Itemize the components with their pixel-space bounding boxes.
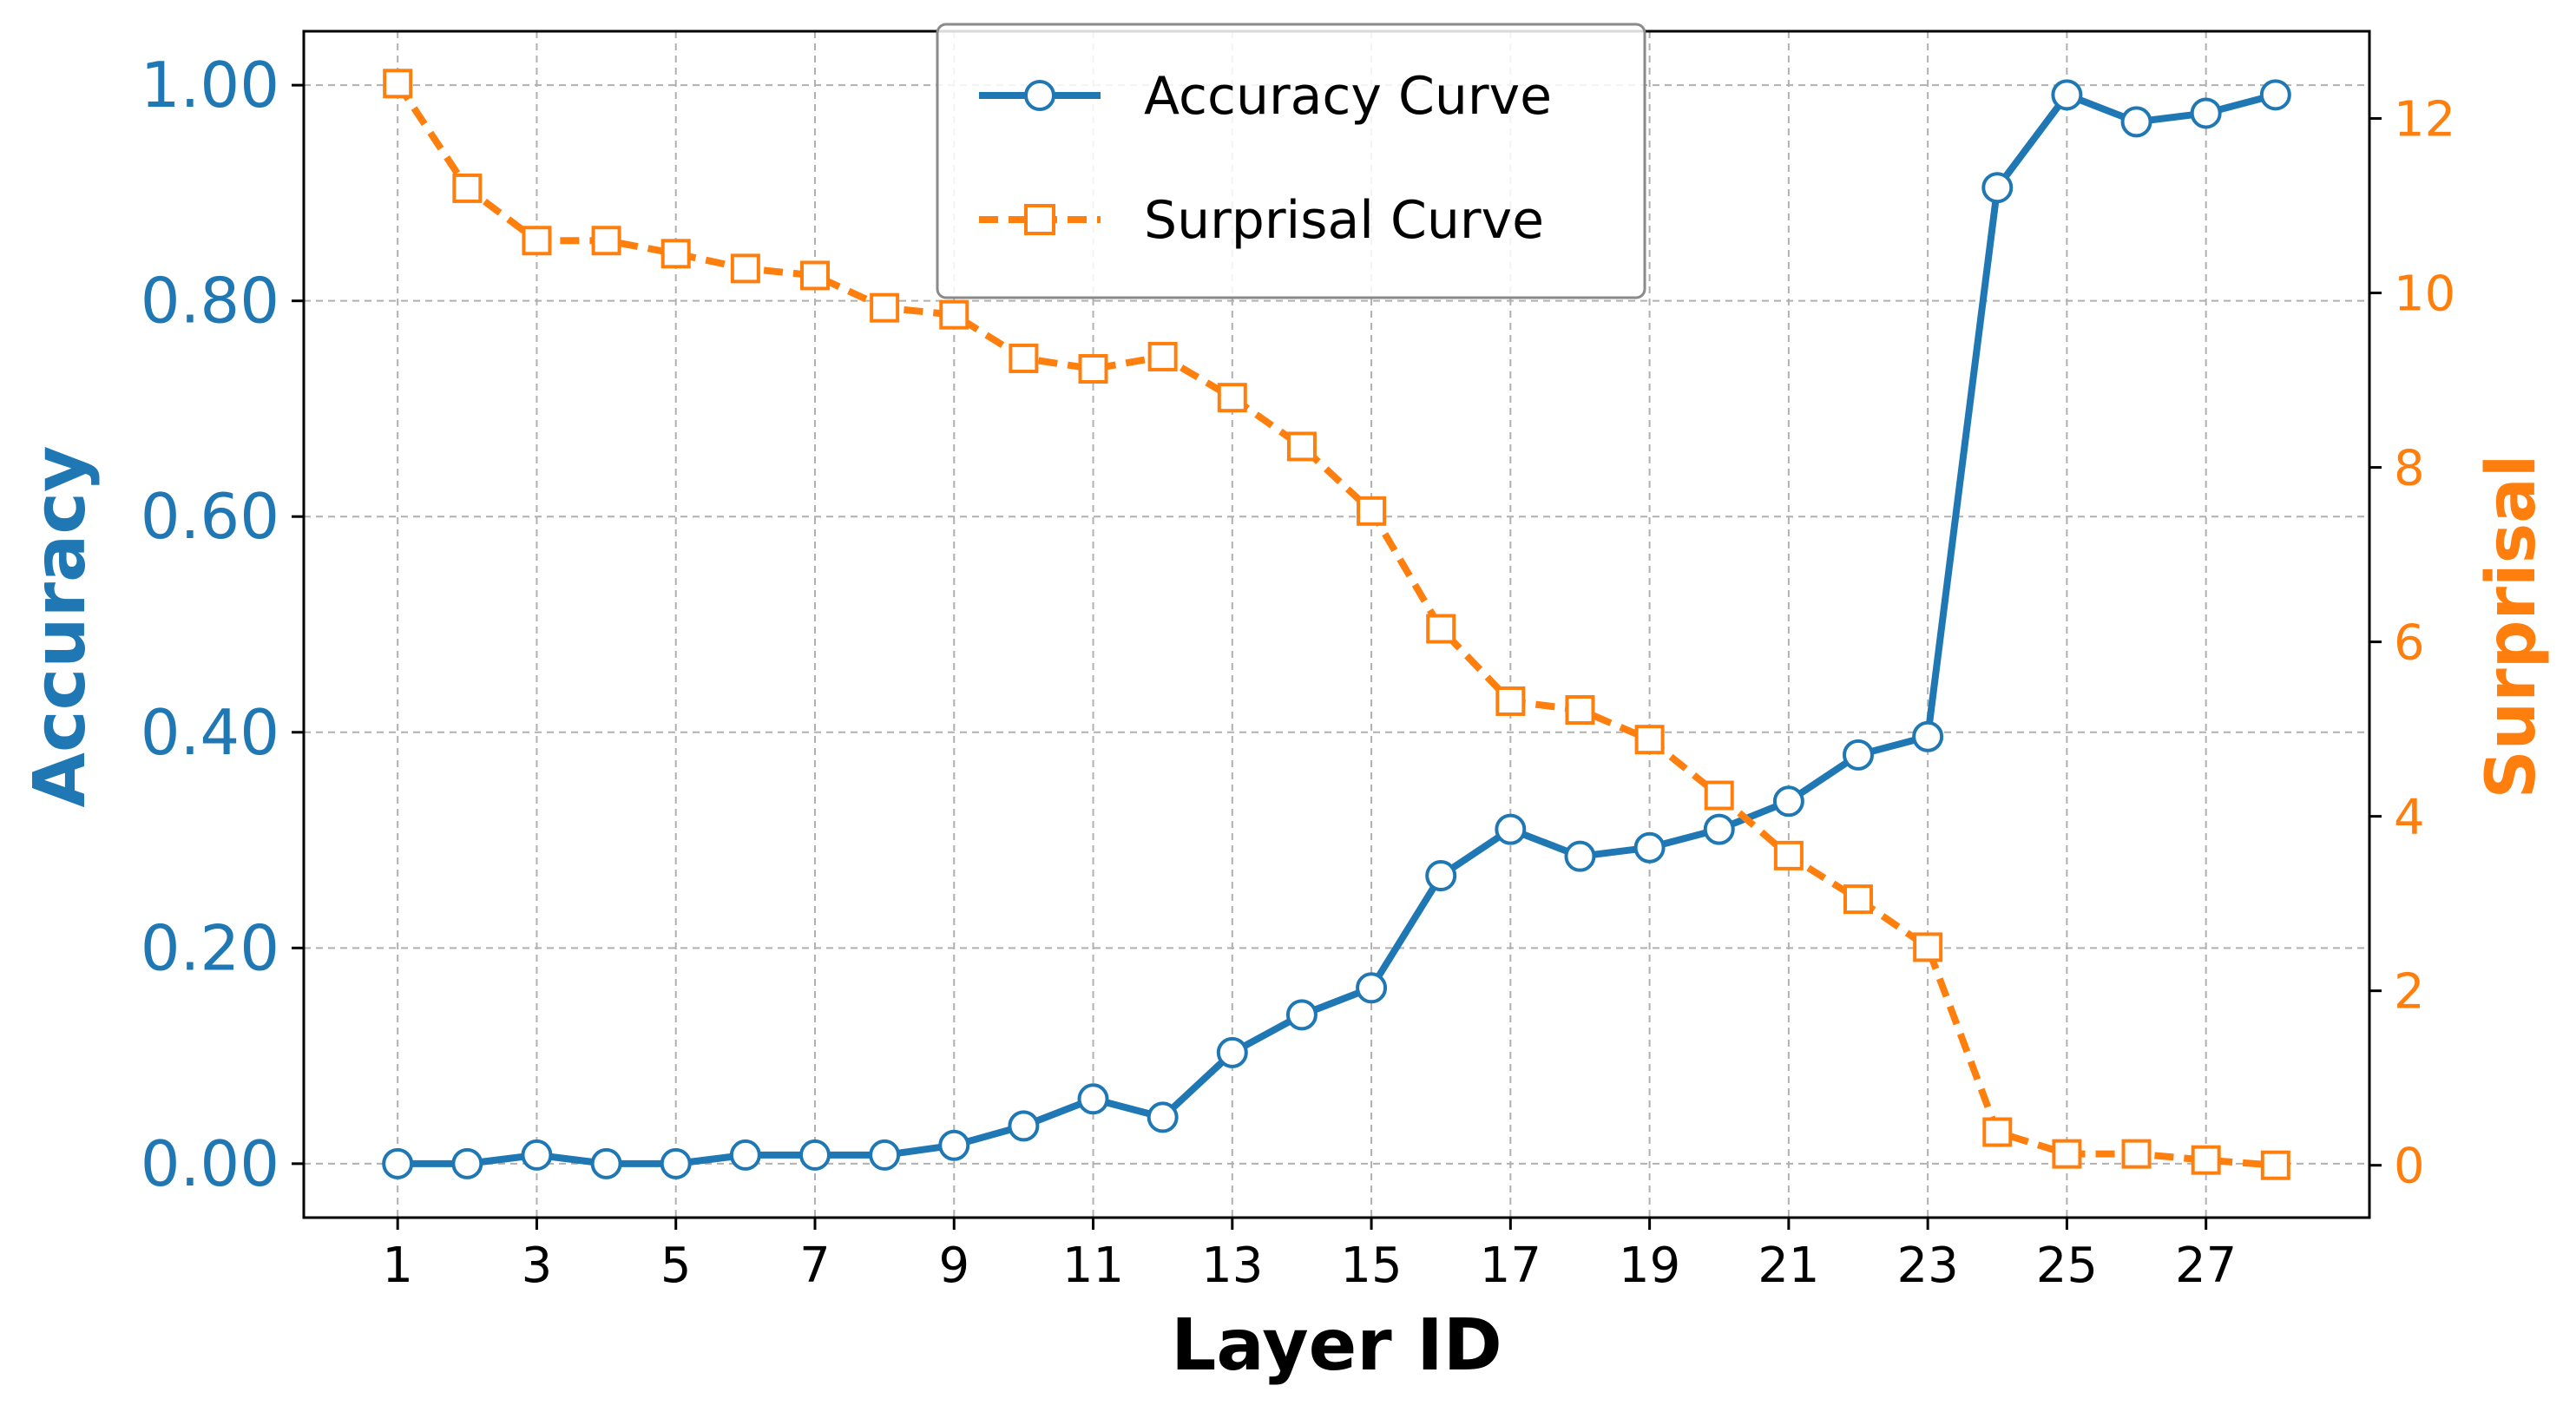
accuracy-data-point bbox=[729, 1139, 761, 1171]
accuracy-data-point bbox=[1633, 831, 1666, 864]
accuracy-data-point bbox=[869, 1139, 901, 1171]
surprisal-data-point bbox=[2191, 1145, 2221, 1175]
surprisal-data-point bbox=[660, 239, 691, 269]
x-tick-label: 15 bbox=[1340, 1238, 1402, 1294]
x-tick-label: 13 bbox=[1201, 1238, 1263, 1294]
accuracy-data-point bbox=[1564, 840, 1596, 872]
surprisal-data-point bbox=[1286, 431, 1317, 462]
legend-label-surprisal: Surprisal Curve bbox=[1144, 190, 1544, 251]
accuracy-data-point bbox=[1495, 813, 1527, 845]
surprisal-data-point bbox=[870, 292, 900, 323]
surprisal-data-point bbox=[1565, 695, 1595, 726]
x-tick-label: 1 bbox=[382, 1238, 413, 1294]
x-axis-title: Layer ID bbox=[1171, 1304, 1502, 1387]
surprisal-data-point bbox=[2260, 1150, 2290, 1180]
plot-series bbox=[382, 69, 2291, 1180]
axes: 1 3 5 7 9 11 13 15 17 19 21 23 25 270.000.200.400.600… bbox=[141, 49, 2456, 1294]
x-tick-label: 27 bbox=[2175, 1238, 2237, 1294]
surprisal-data-point bbox=[2121, 1139, 2152, 1169]
legend: Accuracy Curve Surprisal Curve bbox=[936, 23, 1646, 299]
accuracy-data-point bbox=[798, 1139, 831, 1171]
y-left-tick-label: 0.20 bbox=[141, 911, 279, 984]
x-tick-label: 9 bbox=[938, 1238, 969, 1294]
legend-item-surprisal: Surprisal Curve bbox=[979, 190, 1544, 251]
surprisal-data-point bbox=[1773, 840, 1804, 870]
x-tick-label: 25 bbox=[2036, 1238, 2098, 1294]
surprisal-data-point bbox=[730, 253, 760, 284]
accuracy-data-point bbox=[1285, 999, 1318, 1031]
surprisal-data-point bbox=[1634, 725, 1665, 755]
accuracy-data-point bbox=[590, 1147, 622, 1179]
surprisal-series-line bbox=[394, 82, 2277, 1169]
accuracy-data-point bbox=[1981, 172, 2014, 204]
surprisal-data-point bbox=[1078, 353, 1108, 384]
x-tick-label: 3 bbox=[522, 1238, 553, 1294]
accuracy-data-point bbox=[2120, 106, 2152, 138]
legend-label-accuracy: Accuracy Curve bbox=[1144, 66, 1552, 127]
accuracy-data-point bbox=[938, 1129, 970, 1161]
surprisal-data-point bbox=[1147, 341, 1178, 371]
accuracy-data-point bbox=[1356, 972, 1388, 1004]
x-tick-label: 11 bbox=[1062, 1238, 1124, 1294]
accuracy-data-point bbox=[1077, 1083, 1109, 1115]
accuracy-data-point bbox=[1425, 860, 1457, 892]
accuracy-data-point bbox=[1772, 785, 1804, 818]
y-left-tick-label: 1.00 bbox=[141, 49, 279, 121]
accuracy-data-point bbox=[1216, 1036, 1248, 1068]
surprisal-data-point bbox=[1495, 686, 1526, 716]
accuracy-data-point bbox=[2190, 97, 2222, 129]
surprisal-data-point bbox=[1217, 383, 1247, 413]
legend-item-accuracy: Accuracy Curve bbox=[979, 66, 1552, 127]
accuracy-data-point bbox=[660, 1147, 692, 1179]
surprisal-data-point bbox=[2052, 1139, 2082, 1169]
y-right-tick-label: 8 bbox=[2394, 441, 2425, 497]
accuracy-data-point bbox=[2051, 79, 2083, 111]
surprisal-data-point bbox=[452, 173, 483, 203]
y-left-tick-label: 0.80 bbox=[141, 265, 279, 338]
y-right-tick-label: 0 bbox=[2394, 1139, 2425, 1195]
x-tick-label: 19 bbox=[1619, 1238, 1680, 1294]
accuracy-data-point bbox=[2259, 79, 2291, 111]
accuracy-data-point bbox=[1912, 720, 1944, 752]
x-tick-label: 17 bbox=[1480, 1238, 1541, 1294]
surprisal-data-point bbox=[1982, 1117, 2013, 1147]
y-right-tick-label: 6 bbox=[2394, 615, 2425, 672]
x-tick-label: 7 bbox=[799, 1238, 831, 1294]
y-left-tick-label: 0.40 bbox=[141, 696, 279, 769]
accuracy-data-point bbox=[1008, 1110, 1040, 1142]
y-axis-left-title: Accuracy bbox=[19, 446, 102, 808]
accuracy-data-point bbox=[1843, 739, 1875, 771]
y-right-tick-label: 4 bbox=[2394, 790, 2425, 846]
x-tick-label: 21 bbox=[1758, 1238, 1819, 1294]
accuracy-data-point bbox=[451, 1147, 483, 1179]
y-left-tick-label: 0.60 bbox=[141, 480, 279, 553]
surprisal-data-point bbox=[591, 226, 621, 256]
x-tick-label: 5 bbox=[660, 1238, 692, 1294]
x-tick-label: 23 bbox=[1897, 1238, 1959, 1294]
accuracy-series-line bbox=[398, 91, 2277, 1167]
surprisal-data-point bbox=[383, 69, 413, 99]
surprisal-data-point bbox=[1913, 932, 1943, 962]
surprisal-data-point bbox=[522, 226, 552, 256]
surprisal-data-point bbox=[1009, 343, 1039, 373]
y-axis-right-title: Surprisal bbox=[2473, 454, 2551, 798]
legend-surprisal-marker bbox=[1024, 204, 1055, 235]
y-right-tick-label: 10 bbox=[2394, 266, 2455, 323]
accuracy-data-point bbox=[1147, 1101, 1179, 1133]
surprisal-data-point bbox=[799, 260, 830, 291]
surprisal-data-point bbox=[1704, 780, 1734, 811]
y-right-tick-label: 2 bbox=[2394, 964, 2425, 1021]
surprisal-data-point bbox=[939, 299, 969, 330]
surprisal-data-point bbox=[1843, 884, 1874, 915]
legend-accuracy-marker bbox=[1024, 80, 1055, 111]
legend-box bbox=[936, 23, 1646, 299]
surprisal-data-point bbox=[1426, 614, 1456, 644]
accuracy-data-point bbox=[1703, 813, 1735, 845]
accuracy-data-point bbox=[382, 1147, 414, 1179]
y-right-tick-label: 12 bbox=[2394, 92, 2455, 148]
y-left-tick-label: 0.00 bbox=[141, 1127, 279, 1200]
surprisal-data-point bbox=[1357, 496, 1387, 526]
accuracy-data-point bbox=[521, 1139, 553, 1171]
